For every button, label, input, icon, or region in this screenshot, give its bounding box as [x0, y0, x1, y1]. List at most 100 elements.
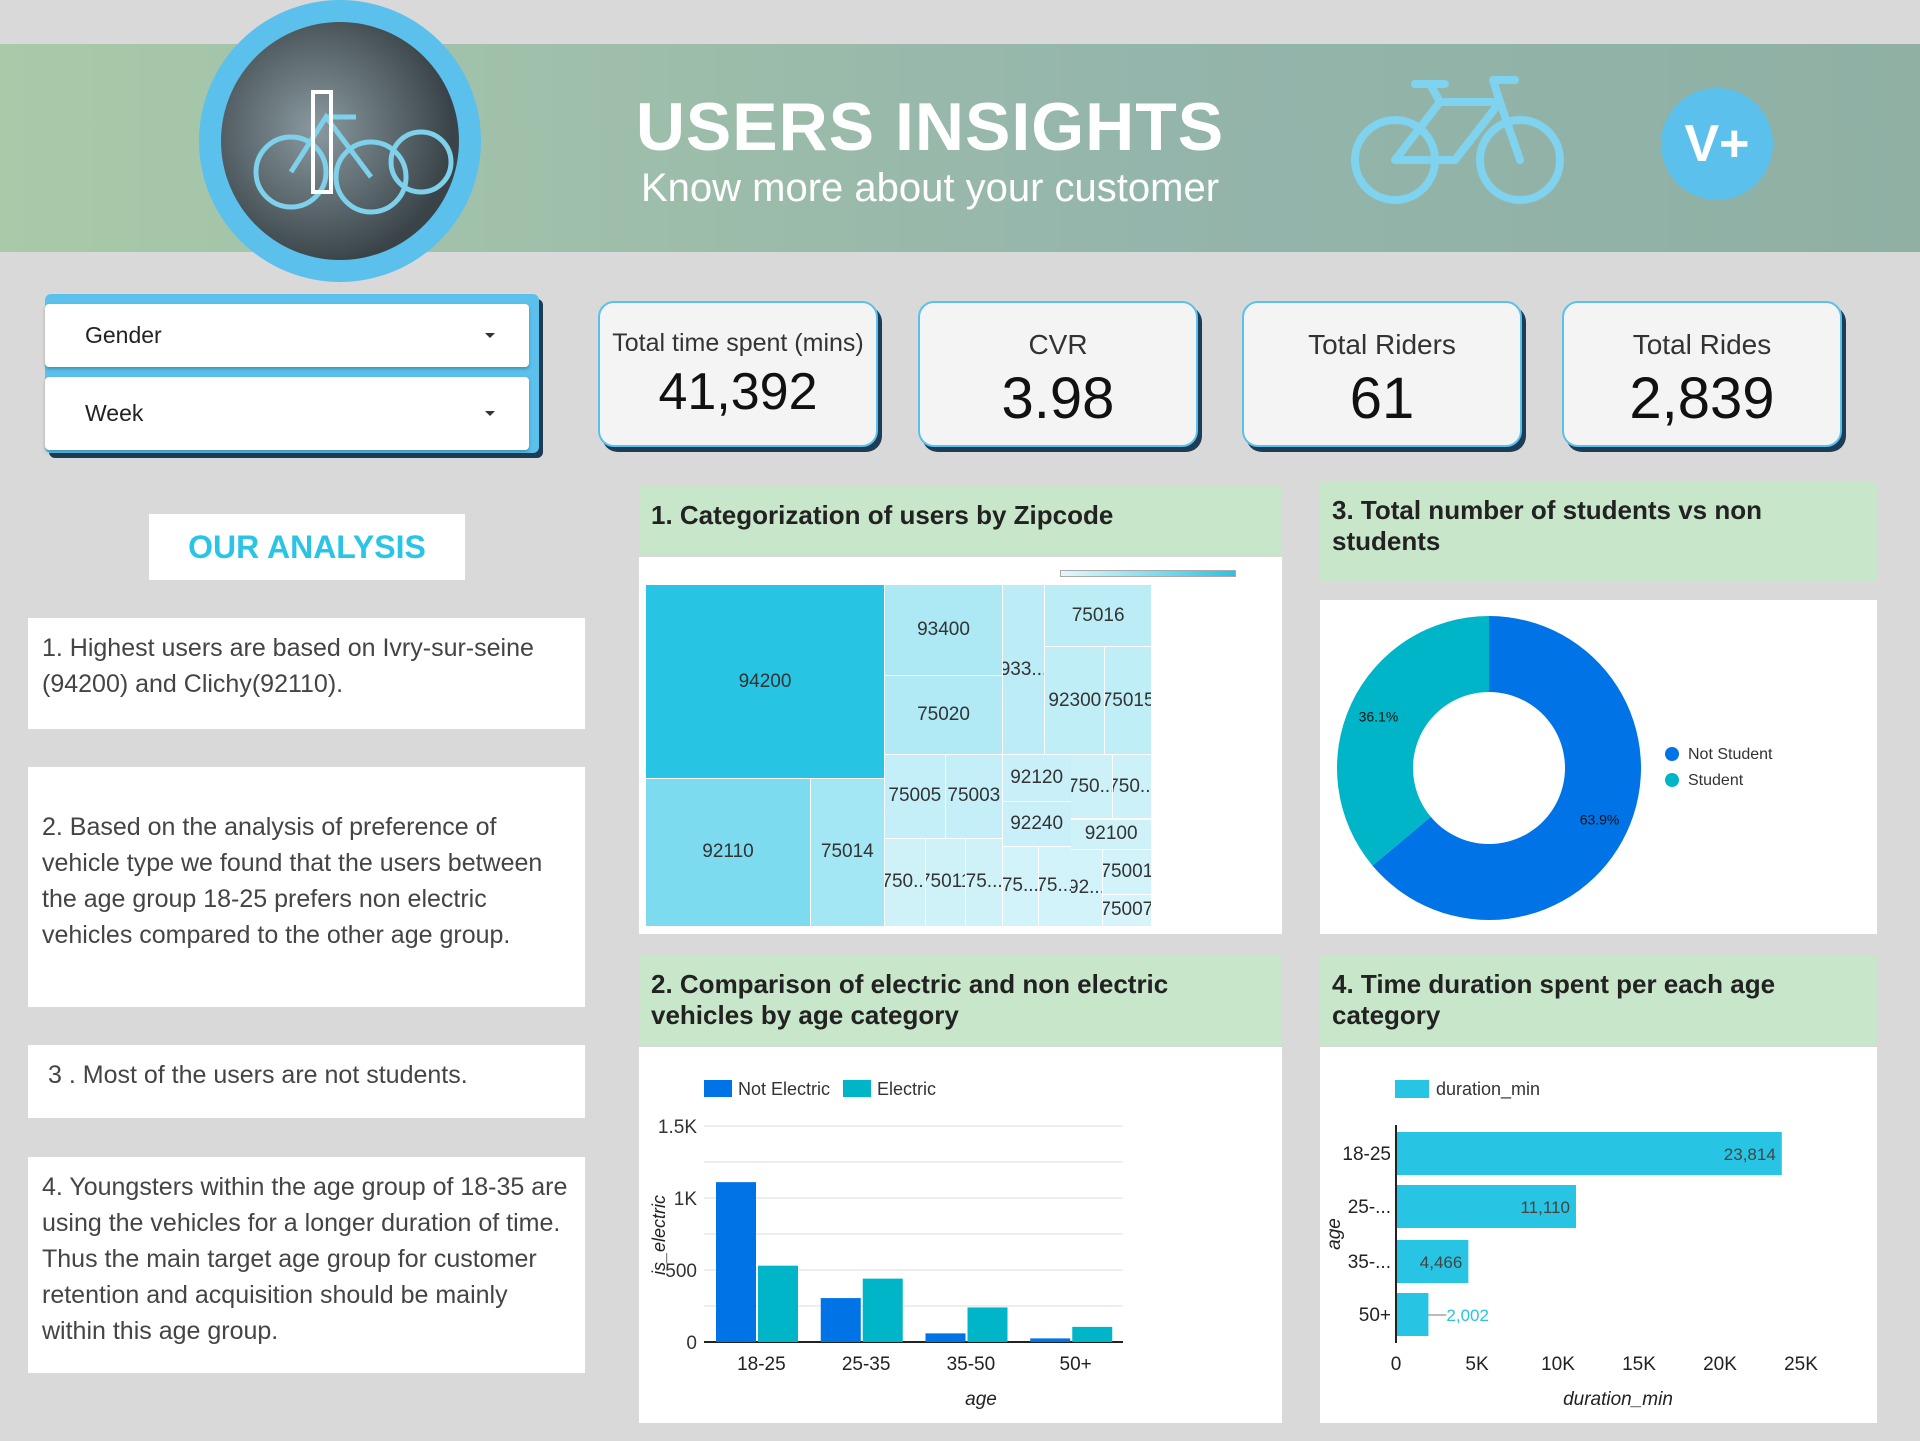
treemap-cell[interactable]: 92100: [1071, 819, 1151, 849]
legend-marker: [843, 1080, 871, 1097]
treemap-cell[interactable]: 92240: [1002, 802, 1071, 846]
treemap-cell[interactable]: 75020: [885, 676, 1002, 754]
bar: [1396, 1185, 1576, 1228]
bar: [716, 1182, 756, 1342]
x-axis-title: duration_min: [1563, 1389, 1673, 1410]
kpi-value: 3.98: [1001, 366, 1115, 431]
treemap-cell[interactable]: 94200: [646, 585, 884, 779]
kpi-label: CVR: [1028, 329, 1088, 360]
page-subtitle: Know more about your customer: [640, 166, 1220, 210]
legend-label: Not Electric: [738, 1079, 830, 1099]
x-tick-label: 20K: [1703, 1354, 1737, 1375]
data-label: 2,002: [1446, 1306, 1489, 1325]
treemap-cell[interactable]: 933...: [1002, 585, 1045, 754]
analysis-note: 1. Highest users are based on Ivry-sur-s…: [28, 618, 585, 729]
gender-filter-dropdown[interactable]: Gender: [45, 304, 529, 367]
kpi-total-rides: Total Rides 2,839: [1562, 301, 1842, 447]
x-tick-label: 25K: [1784, 1354, 1818, 1375]
duration-panel-title: 4. Time duration spent per each age cate…: [1320, 955, 1877, 1045]
color-scale-legend: [1060, 570, 1236, 577]
y-tick-label: 500: [665, 1261, 697, 1282]
bicycle-icon: [1351, 76, 1564, 204]
legend-marker: [704, 1080, 732, 1097]
treemap-cell[interactable]: 75015: [1105, 647, 1151, 754]
legend-marker: [1395, 1080, 1429, 1098]
x-tick-label: 15K: [1622, 1354, 1656, 1375]
treemap-cell[interactable]: 75...: [966, 839, 1002, 926]
y-axis-title: is_electric: [649, 1195, 669, 1275]
treemap-cell[interactable]: 75005: [885, 755, 945, 838]
bar: [925, 1333, 966, 1342]
page-title: USERS INSIGHTS: [635, 89, 1225, 165]
kpi-label: Total Rides: [1632, 329, 1772, 360]
brand-logo: V+: [1661, 88, 1773, 200]
students-panel-title: 3. Total number of students vs non stude…: [1320, 481, 1877, 582]
week-filter-label: Week: [85, 400, 144, 426]
data-label: 4,466: [1420, 1253, 1463, 1272]
analysis-title: OUR ANALYSIS: [149, 514, 465, 580]
treemap-cell[interactable]: 75014: [810, 779, 884, 926]
x-axis-title: age: [965, 1389, 997, 1410]
kpi-total-riders: Total Riders 61: [1242, 301, 1522, 447]
kpi-value: 2,839: [1629, 366, 1775, 431]
analysis-note: 2. Based on the analysis of preference o…: [28, 767, 585, 1007]
treemap-cell[interactable]: 750...: [1071, 755, 1112, 819]
treemap-cell[interactable]: 92300: [1045, 647, 1105, 754]
y-tick-label: 35-...: [1348, 1252, 1391, 1273]
week-filter-dropdown[interactable]: Week: [45, 377, 529, 450]
x-tick-label: 50+: [1060, 1354, 1092, 1375]
treemap-cell[interactable]: 75007: [1102, 895, 1151, 926]
bar: [967, 1307, 1008, 1342]
bicycle-photo: [199, 0, 481, 282]
legend-marker: [1665, 773, 1679, 787]
bar: [1396, 1240, 1469, 1283]
treemap-cell[interactable]: 92110: [646, 779, 810, 926]
students-donut-chart: 63.9% Not Student 36.1% Student: [1337, 616, 1773, 920]
bar: [820, 1298, 861, 1342]
electric-panel-title: 2. Comparison of electric and non electr…: [639, 955, 1282, 1045]
kpi-value: 41,392: [658, 363, 818, 421]
donut-slice: [1372, 616, 1641, 920]
bar: [1396, 1293, 1429, 1336]
y-tick-label: 1K: [674, 1189, 698, 1210]
x-tick-label: 0: [1391, 1354, 1402, 1375]
donut-slice: [1337, 616, 1489, 866]
legend-label: Student: [1688, 772, 1744, 789]
x-tick-label: 25-35: [842, 1354, 891, 1375]
analysis-note: 4. Youngsters within the age group of 18…: [28, 1157, 585, 1373]
treemap-cell[interactable]: 75016: [1045, 585, 1151, 646]
slice-label: 63.9%: [1580, 812, 1620, 828]
treemap-cell[interactable]: 750...: [885, 839, 926, 926]
bar: [1030, 1338, 1071, 1342]
y-tick-label: 25-...: [1348, 1197, 1391, 1218]
treemap-cell[interactable]: 75011: [926, 839, 966, 926]
kpi-total-time: Total time spent (mins) 41,392: [598, 301, 878, 447]
bar: [862, 1278, 903, 1342]
data-label: 23,814: [1724, 1145, 1776, 1164]
caret-down-icon: [485, 411, 495, 416]
treemap-cell[interactable]: 75...: [1002, 847, 1038, 926]
data-label: 11,110: [1520, 1198, 1569, 1217]
caret-down-icon: [485, 333, 495, 338]
bar: [1396, 1132, 1782, 1175]
duration-bar-panel: [1320, 1047, 1877, 1423]
analysis-note: 3 . Most of the users are not students.: [28, 1045, 585, 1118]
y-axis-title: age: [1324, 1218, 1345, 1250]
treemap-cell[interactable]: 750...: [1113, 755, 1151, 819]
treemap-cell[interactable]: 75001: [1102, 850, 1151, 895]
treemap-cell[interactable]: 92...: [1071, 850, 1102, 926]
legend-label: duration_min: [1436, 1079, 1540, 1100]
bar: [758, 1265, 798, 1342]
zipcode-panel-title: 1. Categorization of users by Zipcode: [639, 486, 1282, 555]
kpi-label: Total time spent (mins): [612, 329, 864, 357]
treemap-cell[interactable]: 75003: [945, 755, 1002, 838]
kpi-label: Total Riders: [1308, 329, 1456, 360]
treemap-cell[interactable]: 93400: [885, 585, 1002, 675]
x-tick-label: 18-25: [737, 1354, 786, 1375]
treemap-cell[interactable]: 92120: [1002, 755, 1071, 801]
treemap-cell[interactable]: 75...: [1039, 847, 1071, 926]
kpi-value: 61: [1349, 366, 1415, 431]
bar: [1072, 1326, 1113, 1342]
